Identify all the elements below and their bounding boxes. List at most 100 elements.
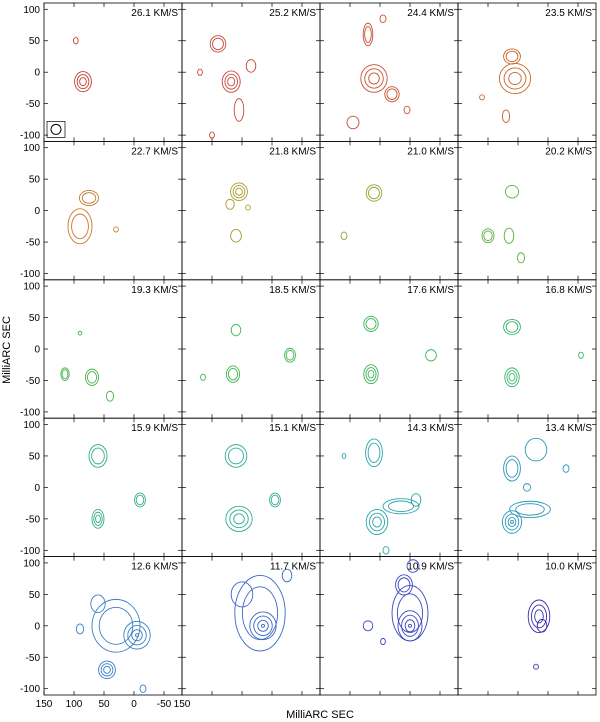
panel-frame bbox=[43, 556, 183, 696]
x-axis-ticks: 150 100 50 0 -50 150 bbox=[36, 699, 191, 710]
contour-level bbox=[74, 71, 92, 93]
contour-level bbox=[425, 349, 437, 362]
contour-level bbox=[103, 665, 111, 674]
velocity-label: 20.2 KM/S bbox=[545, 146, 592, 157]
contour-level bbox=[284, 347, 296, 363]
contour-level bbox=[230, 229, 242, 243]
beam-ellipse bbox=[50, 123, 62, 135]
y-tick-label: -100 bbox=[20, 269, 40, 280]
channel-panel: 22.7 KM/S bbox=[43, 140, 183, 281]
contour-group bbox=[60, 330, 115, 402]
contour-level bbox=[134, 492, 146, 508]
contour-level bbox=[139, 684, 147, 693]
contour-level bbox=[368, 72, 380, 85]
contour-group bbox=[501, 437, 570, 534]
panel-frame bbox=[43, 279, 183, 419]
y-tick-label: 100 bbox=[23, 5, 40, 16]
contour-level bbox=[503, 318, 521, 335]
contour-level bbox=[364, 68, 384, 89]
contour-level bbox=[481, 228, 495, 244]
contour-level bbox=[504, 184, 520, 199]
contour-level bbox=[524, 437, 548, 462]
velocity-label: 12.6 KM/S bbox=[131, 562, 178, 573]
contour-level bbox=[533, 663, 539, 670]
panel-frame bbox=[181, 140, 321, 281]
channel-panel: 19.3 KM/S bbox=[43, 279, 183, 419]
contour-level bbox=[401, 614, 419, 637]
contour-level bbox=[503, 48, 521, 65]
contour-level bbox=[365, 438, 383, 468]
x-axis-title: MilliARC SEC bbox=[286, 709, 354, 721]
contour-level bbox=[75, 623, 85, 635]
contour-level bbox=[91, 508, 105, 529]
contour-level bbox=[241, 586, 279, 641]
y-tick-label: 0 bbox=[34, 206, 40, 217]
velocity-label: 21.0 KM/S bbox=[407, 146, 454, 157]
contour-level bbox=[363, 364, 379, 385]
contour-level bbox=[200, 373, 206, 381]
contour-level bbox=[382, 498, 420, 515]
contour-level bbox=[257, 619, 269, 632]
contour-level bbox=[270, 494, 280, 506]
contour-level bbox=[384, 86, 400, 103]
panel-frame bbox=[319, 279, 459, 419]
contour-level bbox=[233, 513, 245, 525]
x-tick-label: -50 bbox=[157, 699, 172, 710]
contour-level bbox=[225, 365, 241, 383]
contour-level bbox=[230, 182, 248, 201]
y-tick-label: -100 bbox=[20, 546, 40, 557]
contour-level bbox=[281, 568, 293, 583]
velocity-label: 22.7 KM/S bbox=[131, 146, 178, 157]
contour-level bbox=[362, 22, 374, 47]
contour-level bbox=[100, 663, 114, 677]
contour-level bbox=[269, 492, 281, 508]
contour-level bbox=[368, 186, 380, 200]
contour-group bbox=[479, 48, 532, 123]
contour-level bbox=[562, 464, 570, 473]
contour-level bbox=[530, 604, 548, 629]
contour-level bbox=[362, 620, 374, 632]
contour-level bbox=[367, 369, 375, 379]
velocity-label: 13.4 KM/S bbox=[545, 423, 592, 434]
channel-panel: 15.1 KM/S bbox=[181, 417, 321, 558]
y-tick-label: 50 bbox=[29, 451, 41, 462]
contour-level bbox=[212, 37, 224, 51]
contour-level bbox=[227, 447, 245, 465]
contour-level bbox=[397, 577, 411, 593]
panel-frame bbox=[457, 140, 597, 281]
channel-panel: 23.5 KM/S bbox=[457, 2, 597, 142]
contour-level bbox=[346, 115, 360, 130]
contour-level bbox=[77, 330, 83, 336]
contour-group bbox=[362, 559, 429, 646]
velocity-label: 14.3 KM/S bbox=[407, 423, 454, 434]
contour-level bbox=[98, 660, 116, 680]
y-tick-label: -100 bbox=[20, 407, 40, 418]
contour-level bbox=[93, 511, 103, 526]
contour-level bbox=[578, 351, 584, 359]
contour-level bbox=[536, 619, 548, 633]
contour-level bbox=[395, 574, 413, 596]
channel-panel: 14.3 KM/S bbox=[319, 417, 459, 558]
panel-frame bbox=[43, 2, 183, 142]
y-tick-label: 50 bbox=[29, 313, 41, 324]
contour-level bbox=[364, 26, 372, 43]
panel-frame bbox=[457, 556, 597, 696]
contour-level bbox=[372, 516, 382, 528]
contour-level bbox=[225, 198, 235, 210]
contour-level bbox=[230, 581, 254, 608]
channel-panel: 15.9 KM/S bbox=[43, 417, 183, 558]
contour-level bbox=[515, 503, 545, 516]
contour-level bbox=[79, 77, 87, 87]
contour-level bbox=[380, 637, 386, 646]
contour-level bbox=[95, 514, 101, 524]
panel-frame bbox=[319, 140, 459, 281]
contour-level bbox=[509, 500, 551, 519]
contour-level bbox=[406, 559, 420, 573]
panel-frame bbox=[319, 556, 459, 696]
contour-level bbox=[368, 512, 386, 532]
contour-level bbox=[90, 594, 106, 614]
channel-panel: 21.0 KM/S bbox=[319, 140, 459, 281]
contour-level bbox=[404, 619, 416, 633]
velocity-label: 19.3 KM/S bbox=[131, 285, 178, 296]
channel-panel: 13.4 KM/S bbox=[457, 417, 597, 558]
